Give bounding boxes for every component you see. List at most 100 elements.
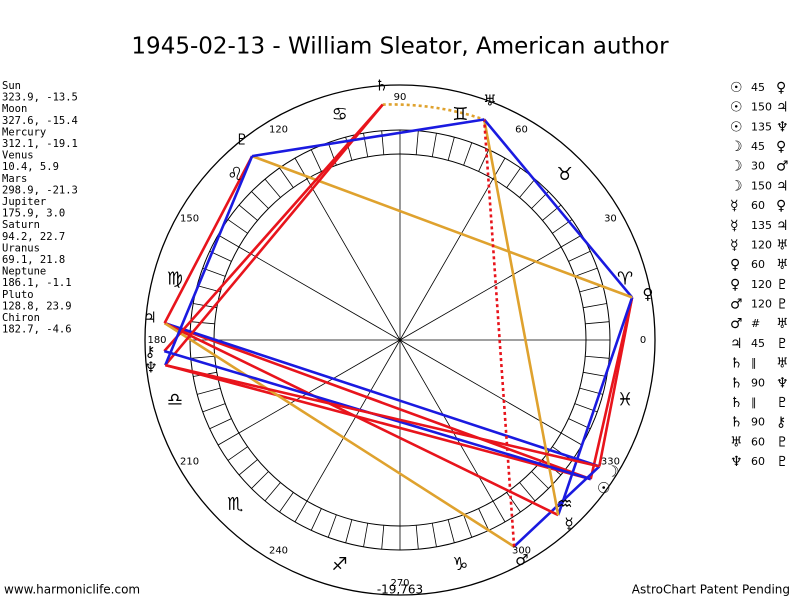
tick [202,403,226,413]
aspect-angle: 45 [751,337,765,350]
tick [579,285,603,293]
aspect-planet: ♇ [776,336,789,352]
aspect-planet: ♂ [730,297,743,313]
tick [209,418,232,430]
planet-name: Saturn [2,219,40,231]
planet-coords: 323.9, -13.5 [2,92,78,104]
aspect-line [482,119,560,516]
aspect-angle: 135 [751,120,772,133]
planet-name: Moon [2,103,27,115]
aspect-angle: 60 [751,455,765,468]
tick [431,133,437,157]
aspect-planet: ♆ [776,375,789,391]
aspect-line [164,155,254,366]
aspect-angle: ∥ [751,357,757,370]
aspect-planet: ♀ [730,277,740,293]
aspect-angle: ∥ [751,396,757,409]
planet-glyph: ♃ [143,309,156,327]
tick [531,471,549,489]
aspect-line [164,321,600,468]
tick [568,418,591,430]
aspect-angle: 60 [751,199,765,212]
aspect-planet: ♆ [730,454,743,470]
spoke [399,339,562,434]
tick [264,178,281,198]
zodiac-sign: ♍ [167,269,183,290]
planet-glyph: ☿ [564,515,573,533]
tick [279,492,294,513]
tick [327,514,337,538]
aspect-line [251,118,485,158]
tick [217,234,240,248]
degree-label: 300 [512,545,531,556]
spokes [214,154,586,526]
spoke [306,339,401,502]
aspect-planet: ☽ [730,139,743,155]
tick [519,178,536,198]
tick [310,508,322,531]
footer-patent: AstroChart Patent Pending [632,583,790,597]
zodiac-sign: ♒ [557,494,573,515]
aspect-angle: 135 [751,219,772,232]
degree-label: 30 [604,214,617,225]
planet-coords: 312.1, -19.1 [2,138,78,150]
aspect-planet: ♂ [776,159,789,175]
tick [264,482,281,502]
tick [363,523,369,547]
tick [217,432,240,446]
planet-coords: 10.4, 5.9 [2,161,59,173]
zodiac-sign: ♊ [452,104,468,125]
tick [585,355,610,359]
zodiac-sign: ♋ [332,104,348,125]
planet-name: Uranus [2,242,40,254]
tick [583,371,607,377]
tick [574,267,598,277]
aspect-line [483,118,634,299]
aspect-planet: ☿ [730,198,739,214]
aspect-line [482,119,516,547]
aspect-line [163,322,515,548]
aspect-angle: 30 [751,160,765,173]
tick [251,471,269,489]
aspect-planet: ☽ [730,159,743,175]
tick [478,149,490,172]
tick [447,137,455,161]
tick [447,519,455,543]
aspect-angle: 90 [751,376,765,389]
tick [381,525,385,550]
degree-label: 180 [147,335,166,346]
tick [209,250,232,262]
tick [463,142,473,166]
planet-glyph: ♅ [483,92,496,110]
aspect-angle: 120 [751,238,772,251]
planet-name: Jupiter [2,196,46,208]
aspect-planet: ♄ [730,375,743,391]
aspect-list: ☉ 45 ♀ ☉ 150 ♃ ☉ 135 ♆ ☽ 45 ♀ ☽ 30 ♂ ☽ 150 ♃ ☿ 60 ♀ ☿ 135 ♃ ☿ 120… [730,80,789,470]
tick [415,525,419,550]
aspect-lines [163,103,634,548]
tick [238,204,258,221]
aspect-planet: ☉ [730,119,743,135]
planet-glyph: ⚷ [145,343,156,361]
aspect-planet: ♀ [776,198,786,214]
aspect-planet: ♀ [730,257,740,273]
tick [568,250,591,262]
aspect-angle: # [751,317,760,330]
planet-glyph: ☉ [597,479,610,497]
aspect-angle: 150 [751,179,772,192]
spoke [399,178,494,341]
aspect-planet: ♅ [776,237,789,253]
aspect-line [164,363,592,481]
aspect-planet: ⚷ [776,415,786,431]
zodiac-sign: ♏ [227,494,243,515]
aspect-planet: ☿ [730,218,739,234]
tick [415,130,419,155]
wheel [144,84,656,596]
planet-name: Chiron [2,312,40,324]
planet-coords: 327.6, -15.4 [2,115,78,127]
aspect-planet: ♅ [776,316,789,332]
aspect-angle: 45 [751,140,765,153]
aspect-line [164,321,559,517]
tick [294,500,308,523]
